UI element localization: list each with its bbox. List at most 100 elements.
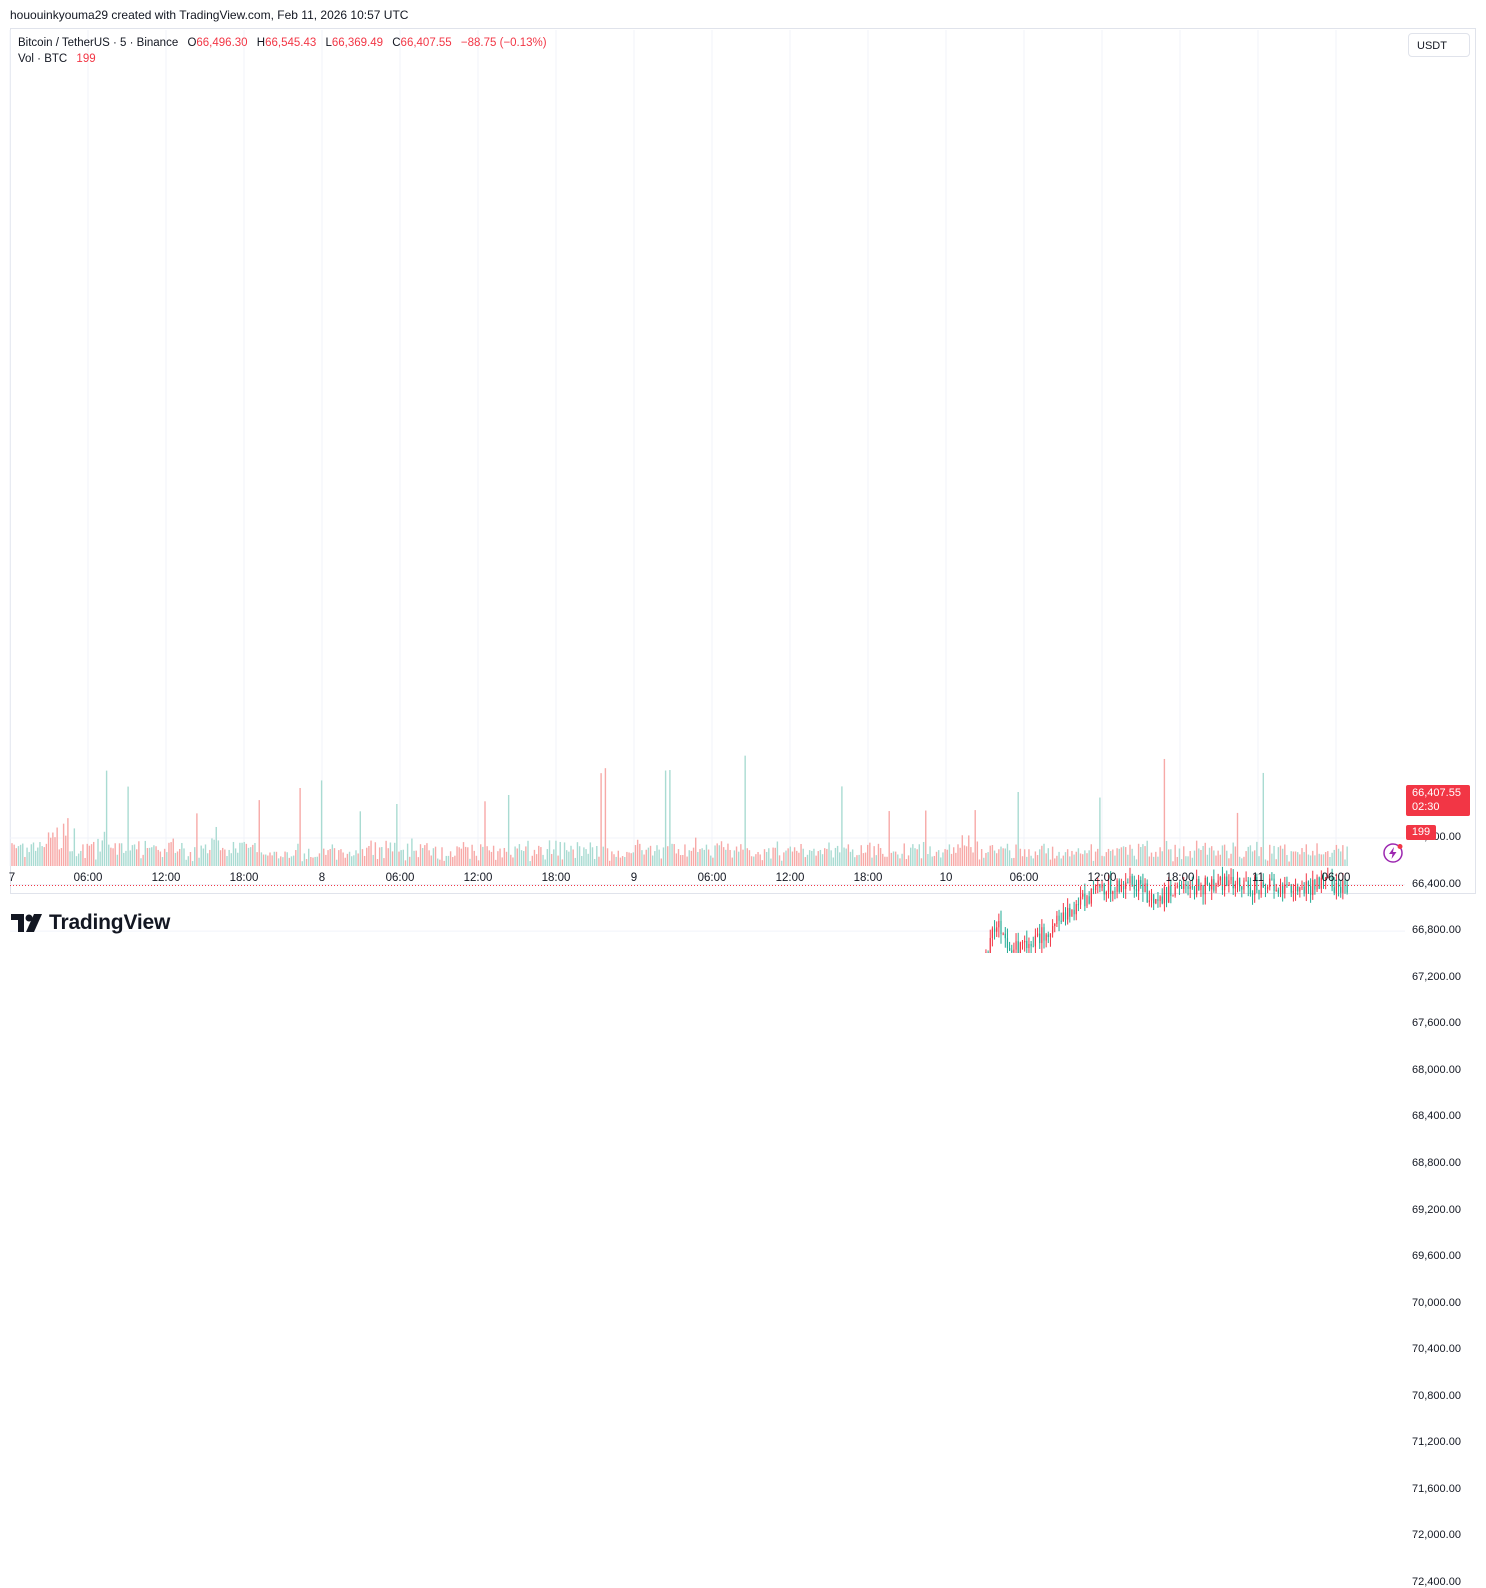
- candle-body: [1129, 876, 1131, 884]
- y-tick-label: 70,000.00: [1412, 1296, 1461, 1309]
- symbol-title[interactable]: Bitcoin / TetherUS · 5 · Binance: [18, 37, 179, 49]
- volume-bar: [991, 845, 994, 866]
- volume-bar: [965, 846, 968, 866]
- volume-bar: [1079, 853, 1082, 866]
- candle-body: [1049, 933, 1052, 938]
- volume-bar: [602, 846, 604, 866]
- volume-bar: [1015, 844, 1017, 866]
- volume-bar: [772, 847, 774, 866]
- currency-button[interactable]: USDT: [1408, 33, 1470, 57]
- volume-bar: [800, 843, 802, 866]
- volume-bar: [1301, 848, 1303, 866]
- candle-body: [1176, 886, 1178, 888]
- volume-bar: [778, 855, 781, 866]
- volume-bar: [634, 845, 637, 866]
- volume-bar: [729, 849, 731, 866]
- volume-bar: [722, 847, 725, 866]
- volume-bar: [267, 855, 269, 866]
- volume-bar: [181, 842, 183, 866]
- x-tick-label: 18:00: [541, 872, 571, 884]
- volume-bar: [931, 856, 933, 866]
- volume-bar: [555, 840, 557, 866]
- volume-bar: [856, 855, 858, 866]
- volume-bar: [355, 850, 357, 866]
- candle-body: [1305, 881, 1307, 894]
- volume-bar: [1178, 848, 1181, 866]
- volume-bar: [1251, 851, 1254, 866]
- volume-bar: [684, 844, 686, 866]
- volume-bar: [793, 847, 796, 866]
- volume-bar: [1120, 847, 1123, 866]
- volume-label[interactable]: Vol · BTC: [18, 53, 68, 65]
- volume-bar: [897, 854, 899, 866]
- volume-bar: [144, 840, 146, 866]
- low-label: L: [325, 37, 332, 49]
- candle-body: [1034, 935, 1036, 947]
- volume-bar: [572, 849, 574, 866]
- candle-body: [1002, 933, 1004, 935]
- volume-bar: [368, 845, 370, 866]
- volume-bar: [202, 848, 205, 866]
- volume-bar: [60, 848, 63, 866]
- volume-bar: [808, 850, 811, 866]
- volume-bar: [286, 852, 288, 866]
- volume-bar: [1281, 848, 1284, 866]
- candle-body: [1067, 907, 1069, 920]
- candle-body: [1159, 896, 1161, 901]
- candle-body: [1232, 876, 1234, 889]
- volume-bar: [1163, 758, 1166, 866]
- volume-bar: [275, 851, 278, 866]
- candle-body: [1039, 933, 1041, 944]
- volume-bar: [318, 853, 321, 866]
- volume-bar: [836, 845, 839, 866]
- volume-bar: [757, 852, 759, 866]
- change-value: −88.75 (−0.13%): [460, 37, 547, 49]
- candle-body: [1004, 933, 1006, 939]
- tradingview-brand[interactable]: TradingView: [11, 910, 170, 936]
- volume-bar: [394, 842, 396, 866]
- volume-bar: [1144, 846, 1146, 866]
- volume-bar: [953, 847, 955, 866]
- candle-body: [1174, 886, 1176, 896]
- volume-bar: [933, 855, 936, 866]
- candle-body: [1041, 927, 1043, 944]
- volume-bar: [512, 857, 514, 866]
- volume-bar: [535, 854, 538, 866]
- candle-body: [1342, 881, 1344, 893]
- volume-bar: [110, 847, 112, 866]
- candle-body: [1247, 880, 1249, 888]
- volume-bar: [28, 852, 30, 866]
- candle-body: [1172, 895, 1174, 897]
- candle-body: [1101, 884, 1103, 888]
- volume-bar: [469, 858, 471, 866]
- volume-bar: [716, 843, 718, 866]
- volume-bar: [222, 847, 224, 866]
- candle-body: [1064, 912, 1067, 920]
- candle-body: [1178, 886, 1181, 888]
- volume-bar: [619, 857, 622, 866]
- chart-canvas[interactable]: [0, 0, 1486, 953]
- candle-body: [1095, 885, 1097, 890]
- volume-bar: [983, 857, 985, 866]
- volume-bar: [243, 841, 245, 866]
- candle-body: [1000, 920, 1002, 935]
- volume-bar: [327, 850, 329, 866]
- volume-bar: [366, 847, 368, 866]
- candle-body: [1090, 888, 1092, 904]
- volume-bar: [581, 855, 583, 866]
- candle-body: [1146, 883, 1148, 903]
- lightning-icon[interactable]: [1382, 842, 1404, 864]
- candle-body: [1307, 881, 1310, 887]
- open-label: O: [187, 37, 197, 49]
- candle-body: [1318, 877, 1320, 889]
- volume-bar: [77, 853, 80, 866]
- volume-bar: [1316, 843, 1318, 866]
- volume-bar: [1150, 852, 1153, 866]
- volume-bar: [1114, 855, 1116, 866]
- volume-bar: [703, 849, 705, 866]
- volume-bar: [41, 846, 43, 866]
- volume-bar: [191, 861, 194, 866]
- volume-bar: [802, 848, 804, 866]
- volume-bar: [656, 845, 658, 866]
- volume-bar: [546, 849, 549, 866]
